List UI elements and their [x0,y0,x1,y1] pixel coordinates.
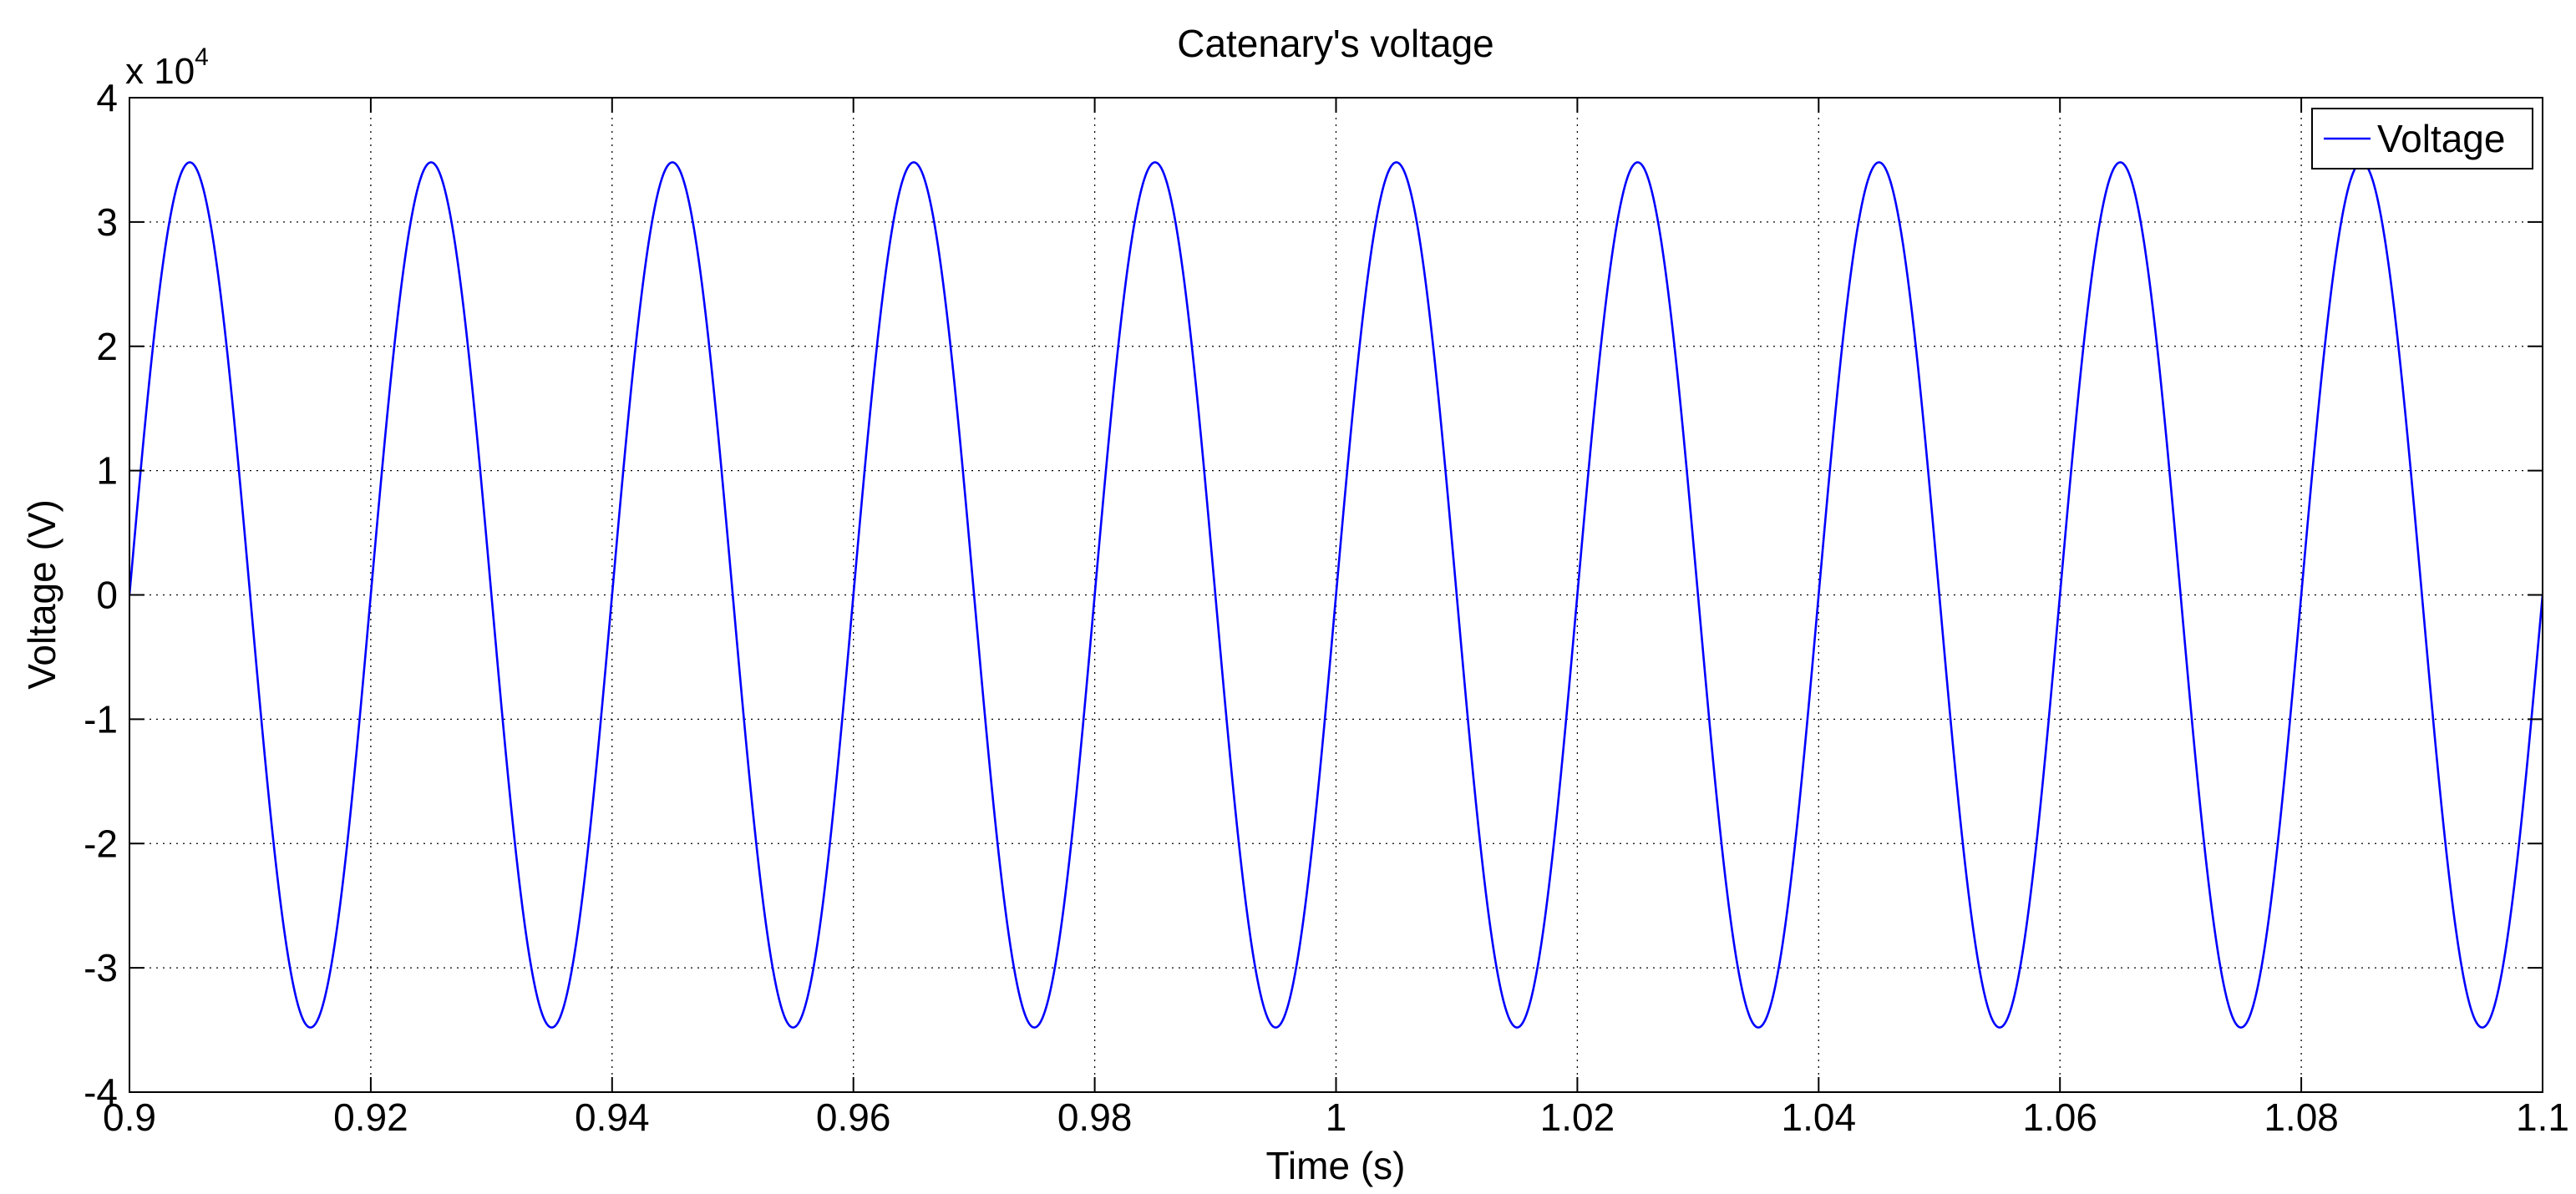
y-tick-label: -2 [84,822,118,865]
legend-label-voltage: Voltage [2377,117,2505,160]
x-tick-label: 1.06 [2022,1095,2097,1139]
y-tick-label: 3 [96,200,118,244]
series-line-voltage [129,161,2543,1029]
y-tick-label: 2 [96,325,118,368]
x-tick-label: 0.92 [333,1095,408,1139]
x-axis-label: Time (s) [1266,1144,1406,1187]
x-tick-label: 1.1 [2516,1095,2569,1139]
y-multiplier-exponent: 4 [195,43,209,71]
y-tick-label: 4 [96,76,118,119]
x-tick-label: 0.9 [103,1095,156,1139]
y-multiplier-base: x 10 [125,51,195,92]
x-tick-label: 1.04 [1782,1095,1857,1139]
plot-clip-group [129,161,2543,1029]
x-tick-label: 1.02 [1540,1095,1615,1139]
y-tick-label: -3 [84,946,118,989]
x-tick-label: 0.98 [1057,1095,1133,1139]
x-tick-labels: 0.9 0.92 0.94 0.96 0.98 1 1.02 1.04 1.06 1.08 1.1 [103,1095,2569,1139]
legend: Voltage [2311,108,2533,169]
y-axis-label: Voltage (V) [20,499,63,690]
y-tick-label: -4 [84,1070,118,1114]
y-axis-multiplier: x 104 [125,43,209,92]
x-tick-label: 0.94 [575,1095,650,1139]
chart-title: Catenary's voltage [1177,22,1494,65]
y-tick-label: -1 [84,697,118,741]
axis-ticks [129,97,2543,1093]
y-tick-label: 1 [96,449,118,493]
y-tick-labels: -4 -3 -2 -1 0 1 2 3 4 [84,76,118,1114]
y-tick-label: 0 [96,574,118,617]
x-tick-label: 0.96 [816,1095,891,1139]
x-tick-label: 1.08 [2264,1095,2339,1139]
x-tick-label: 1 [1326,1095,1347,1139]
